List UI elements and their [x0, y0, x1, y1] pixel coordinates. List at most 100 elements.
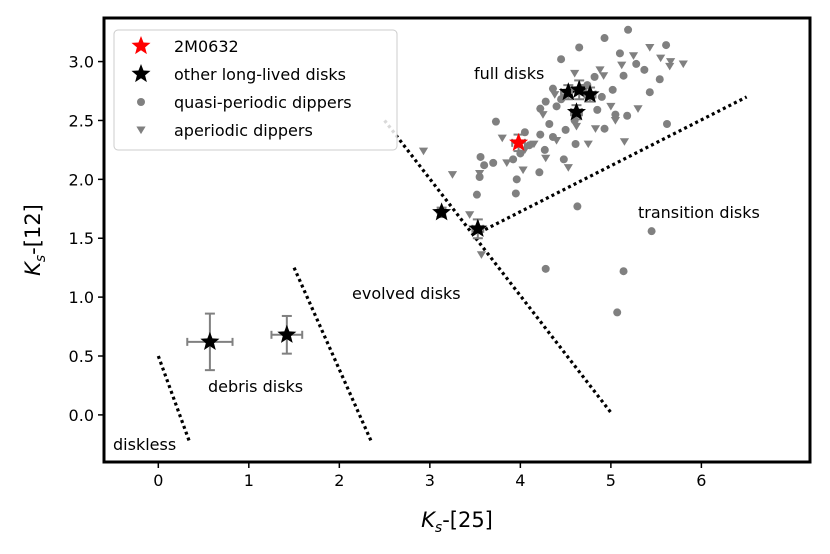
svg-text:Ks-[12]: Ks-[12] — [21, 204, 49, 276]
legend-label-other-long-lived-disks: other long-lived disks — [174, 65, 346, 84]
x-axis-label-suffix: -[25] — [442, 508, 493, 532]
aperiodic-dipper-point — [447, 171, 458, 179]
quasi-periodic-dipper-point — [512, 175, 521, 184]
quasi-periodic-dipper-point — [645, 88, 654, 97]
legend-box — [113, 29, 398, 151]
quasi-periodic-dipper-point — [590, 72, 599, 81]
quasi-periodic-dipper-point — [545, 119, 554, 128]
x-tick-label: 5 — [606, 471, 616, 490]
quasi-periodic-dipper-point — [662, 119, 671, 128]
quasi-periodic-dipper-point — [593, 105, 602, 114]
y-tick-label: 0.0 — [69, 406, 94, 425]
svg-text:Ks-[25]: Ks-[25] — [421, 508, 493, 536]
quasi-periodic-dipper-point — [624, 25, 633, 34]
region-label-debris-disks: debris disks — [208, 377, 303, 396]
y-tick-label: 0.5 — [69, 347, 94, 366]
star-point-long-lived-disk — [569, 79, 589, 98]
x-tick-label: 6 — [696, 471, 706, 490]
quasi-periodic-dipper-point — [613, 308, 622, 317]
x-tick-label: 1 — [244, 471, 254, 490]
quasi-periodic-dipper-point — [557, 95, 566, 104]
legend-label-aperiodic-dippers: aperiodic dippers — [174, 121, 313, 140]
quasi-periodic-dipper-point — [475, 172, 484, 181]
quasi-periodic-dipper-point — [548, 132, 557, 141]
quasi-periodic-dipper-point — [489, 158, 498, 167]
quasi-periodic-dipper-point — [548, 84, 557, 93]
boundary-line — [156, 355, 192, 444]
star-point-long-lived-disk — [566, 102, 586, 121]
quasi-periodic-dipper-point — [640, 65, 649, 74]
aperiodic-dipper-point — [502, 159, 512, 167]
plot-frame — [102, 16, 812, 464]
aperiodic-dipper-point — [617, 61, 627, 70]
aperiodic-dipper-point — [595, 66, 605, 74]
quasi-periodic-dipper-point — [536, 130, 545, 139]
quasi-periodic-dipper-point — [597, 92, 606, 101]
aperiodic-dipper-point — [418, 147, 429, 156]
boundary-line — [478, 95, 748, 234]
x-tick-label: 4 — [515, 471, 525, 490]
aperiodic-dipper-point — [665, 62, 675, 71]
region-label-evolved-disks: evolved disks — [352, 284, 461, 303]
y-axis-label-suffix: -[12] — [21, 204, 45, 255]
quasi-periodic-dipper-point — [541, 97, 550, 106]
quasi-periodic-dipper-point — [619, 71, 628, 80]
y-tick-label: 1.5 — [69, 229, 94, 248]
quasi-periodic-dipper-point — [608, 85, 617, 94]
aperiodic-dipper-point — [570, 69, 580, 78]
y-tick-label: 3.0 — [69, 53, 94, 72]
aperiodic-dipper-point — [645, 43, 655, 52]
aperiodic-dipper-point — [497, 134, 507, 143]
aperiodic-dipper-point — [610, 117, 620, 125]
aperiodic-dipper-point — [599, 72, 609, 80]
y-tick-label: 2.5 — [69, 111, 94, 130]
quasi-periodic-dipper-point — [571, 140, 580, 149]
aperiodic-dipper-point — [563, 164, 573, 172]
quasi-periodic-dipper-point — [600, 34, 609, 43]
legend-marker-other-long-lived-disks — [131, 64, 151, 83]
quasi-periodic-dipper-point — [573, 202, 582, 211]
x-tick-label: 3 — [425, 471, 435, 490]
quasi-periodic-dipper-point — [615, 49, 624, 58]
aperiodic-dipper-point — [550, 91, 560, 99]
region-label-diskless: diskless — [113, 435, 176, 454]
legend-marker-quasi-periodic-dippers — [137, 98, 145, 106]
quasi-periodic-dipper-point — [491, 117, 500, 126]
quasi-periodic-dipper-point — [559, 155, 568, 164]
quasi-periodic-dipper-point — [552, 102, 561, 111]
legend-marker-aperiodic-dippers — [136, 126, 146, 135]
y-axis-label: Ks-[12] — [21, 204, 49, 276]
quasi-periodic-dipper-point — [557, 55, 566, 64]
star-point-2m0632 — [509, 132, 529, 151]
region-label-full-disks: full disks — [474, 64, 544, 83]
quasi-periodic-dipper-point — [623, 111, 632, 120]
aperiodic-dipper-point — [656, 54, 666, 63]
quasi-periodic-dipper-point — [476, 152, 485, 161]
quasi-periodic-dipper-point — [575, 43, 584, 52]
region-label-transition-disks: transition disks — [638, 203, 760, 222]
legend: 2M0632 other long-lived disks quasi-peri… — [113, 29, 398, 151]
aperiodic-dipper-point — [666, 58, 676, 66]
boundary-line — [292, 267, 373, 442]
legend-marker-2m0632 — [131, 36, 151, 55]
quasi-periodic-dipper-point — [525, 141, 534, 150]
quasi-periodic-dipper-point — [561, 125, 570, 134]
aperiodic-dipper-point — [619, 138, 630, 146]
quasi-periodic-dipper-point — [600, 124, 609, 133]
quasi-periodic-dipper-point — [509, 155, 518, 164]
aperiodic-dipper-point — [633, 105, 643, 113]
quasi-periodic-dipper-point — [541, 264, 550, 273]
star-point-long-lived-disk — [580, 84, 600, 103]
quasi-periodic-dipper-point — [480, 161, 489, 170]
legend-label-2m0632: 2M0632 — [174, 37, 239, 56]
star-point-long-lived-disk — [468, 218, 488, 237]
aperiodic-dipper-point — [583, 140, 593, 149]
aperiodic-dipper-point — [678, 60, 688, 69]
quasi-periodic-dipper-point — [632, 59, 641, 68]
y-tick-label: 1.0 — [69, 288, 94, 307]
star-point-long-lived-disk — [277, 324, 297, 343]
aperiodic-dipper-point — [541, 154, 551, 163]
quasi-periodic-dipper-point — [540, 145, 549, 154]
aperiodic-dipper-point — [628, 52, 639, 60]
aperiodic-dipper-point — [606, 102, 616, 111]
